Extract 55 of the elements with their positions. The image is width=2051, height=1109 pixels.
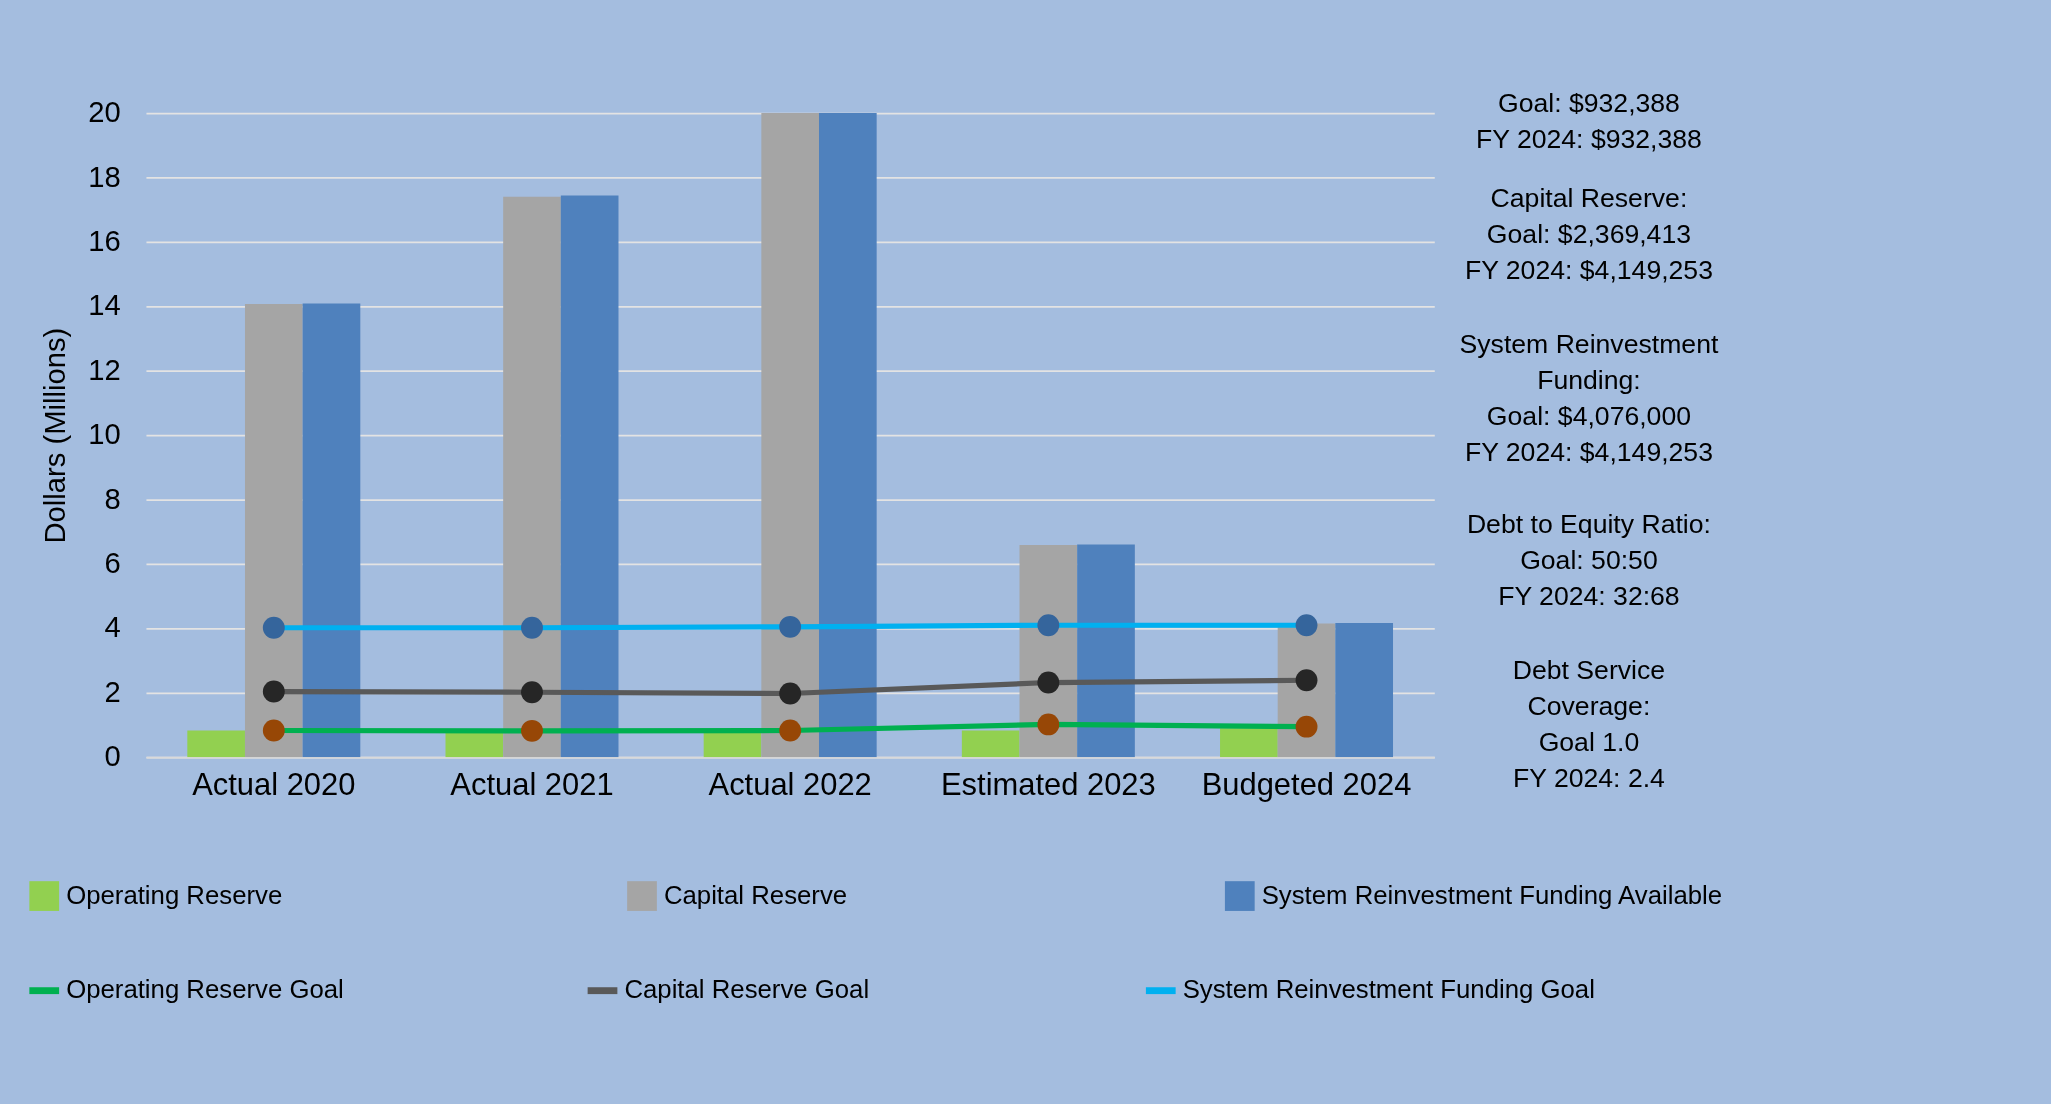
y-tick-label: 18 (88, 160, 121, 193)
legend-label: Capital Reserve Goal (624, 975, 870, 1004)
legend-label: System Reinvestment Funding Goal (1182, 975, 1595, 1004)
bar (1077, 544, 1135, 758)
point (262, 680, 285, 703)
point (779, 719, 802, 742)
y-axis-title: Dollars (Millions) (39, 327, 71, 544)
text: System Reinvestment Funding: Goal: $4,076,000 FY 2024: $4,149,253 (1459, 328, 1719, 467)
bar (761, 113, 819, 758)
y-tick-label: 12 (88, 353, 121, 386)
y-tick-label: 6 (104, 547, 121, 580)
bar (503, 196, 561, 758)
point (1295, 715, 1318, 738)
bar (1335, 622, 1394, 758)
legend-label: Capital Reserve (663, 880, 848, 909)
x-tick-label: Estimated 2023 (940, 767, 1156, 803)
point (262, 616, 285, 639)
legend-label: Operating Reserve (66, 880, 283, 909)
text: Capital Reserve: Goal: $2,369,413 FY 2024: $4,149,253 (1464, 182, 1713, 285)
point (779, 682, 802, 705)
bar (560, 195, 619, 758)
legend-label: System Reinvestment Funding Available (1261, 880, 1723, 909)
text: Debt Service Coverage: Goal 1.0 FY 2024: 2.4 (1512, 655, 1666, 794)
point (521, 681, 543, 704)
bar (187, 730, 245, 758)
bar (1220, 728, 1278, 758)
y-tick-label: 0 (104, 740, 121, 773)
legend-label: Operating Reserve Goal (66, 975, 344, 1004)
point (1037, 671, 1060, 694)
point (1037, 614, 1060, 637)
x-tick-label: Budgeted 2024 (1201, 767, 1412, 803)
point (1295, 669, 1318, 692)
bar (244, 304, 303, 758)
y-tick-label: 4 (104, 611, 121, 644)
point (1037, 713, 1060, 736)
text: Debt to Equity Ratio: Goal: 50:50 FY 2024: 32:68 (1466, 509, 1711, 612)
y-tick-label: 20 (88, 96, 121, 129)
point (521, 616, 543, 639)
point (779, 615, 802, 638)
point (1295, 614, 1318, 637)
bar (445, 730, 504, 758)
y-tick-label: 14 (88, 289, 121, 322)
y-tick-label: 16 (88, 224, 121, 257)
x-tick-label: Actual 2020 (192, 767, 356, 803)
point (521, 719, 543, 742)
x-tick-label: Actual 2022 (708, 767, 872, 803)
bar (819, 113, 877, 758)
y-tick-label: 10 (88, 418, 121, 451)
text: Goal: $932,388 FY 2024: $932,388 (1475, 88, 1702, 155)
point (262, 719, 285, 742)
bar (961, 730, 1020, 758)
y-tick-label: 8 (104, 482, 121, 515)
y-tick-label: 2 (104, 675, 121, 708)
x-tick-label: Actual 2021 (450, 767, 614, 803)
bar (302, 303, 361, 758)
